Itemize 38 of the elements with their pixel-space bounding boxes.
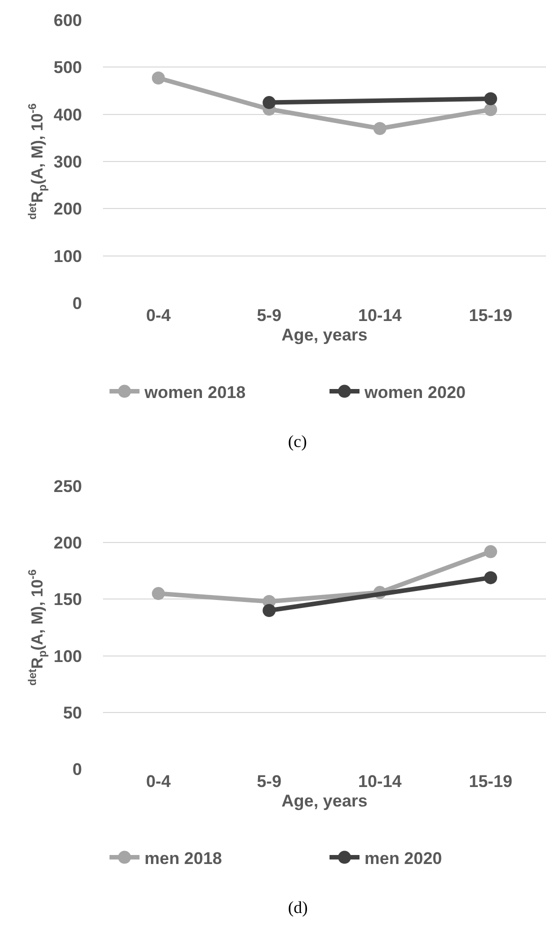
legend-label: women 2020 xyxy=(364,382,466,402)
y-tick-label: 300 xyxy=(54,152,82,172)
text: (d) xyxy=(288,898,308,917)
point xyxy=(262,96,276,110)
x-tick-label: 5-9 xyxy=(256,772,282,791)
y-tick-label: 100 xyxy=(54,246,82,266)
point xyxy=(152,72,165,85)
point xyxy=(262,604,276,618)
y-tick-label: 500 xyxy=(54,58,82,78)
point xyxy=(152,587,165,600)
y-tick-label: 200 xyxy=(54,200,82,219)
x-axis-title: Age, years xyxy=(282,791,368,810)
point xyxy=(484,545,498,558)
text: (c) xyxy=(288,432,307,451)
y-tick-label: 0 xyxy=(72,294,82,313)
point xyxy=(484,103,498,116)
x-tick-label: 15-19 xyxy=(468,306,512,325)
y-tick-label: 100 xyxy=(54,646,82,666)
x-tick-label: 10-14 xyxy=(358,306,402,325)
point xyxy=(484,571,498,584)
y-tick-label: 0 xyxy=(72,760,82,779)
x-tick-label: 0-4 xyxy=(146,306,172,325)
y-tick-label: 50 xyxy=(63,703,82,722)
legend-label: women 2018 xyxy=(144,382,246,402)
legend-label: men 2020 xyxy=(364,848,442,868)
y-tick-label: 400 xyxy=(54,105,82,124)
legend-label: men 2018 xyxy=(144,848,222,868)
x-tick-label: 0-4 xyxy=(146,772,172,791)
x-axis-title: Age, years xyxy=(282,325,368,344)
point xyxy=(373,122,386,135)
y-tick-label: 200 xyxy=(54,534,82,553)
y-tick-label: 600 xyxy=(54,10,82,30)
y-tick-label: 250 xyxy=(54,476,82,496)
point xyxy=(484,92,498,106)
x-tick-label: 5-9 xyxy=(256,306,282,325)
x-tick-label: 15-19 xyxy=(468,772,512,791)
y-tick-label: 150 xyxy=(54,590,82,610)
x-tick-label: 10-14 xyxy=(358,772,402,791)
